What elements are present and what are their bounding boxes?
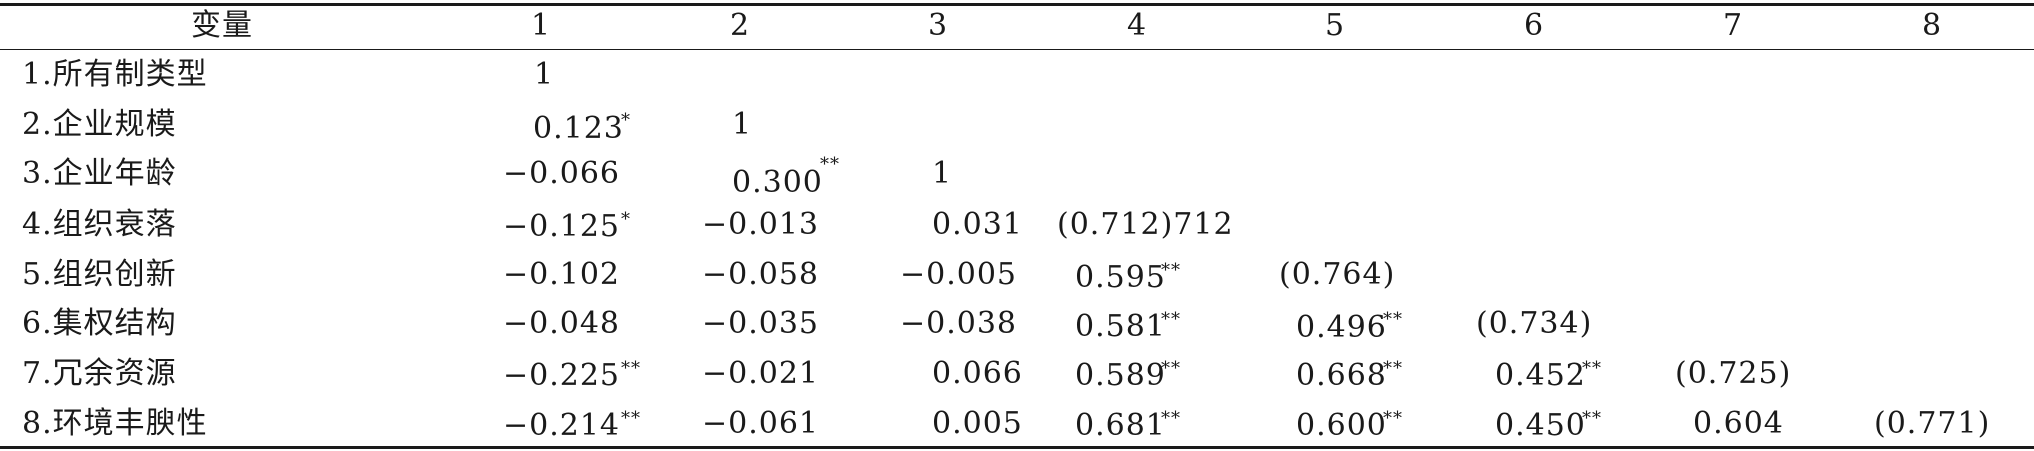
row-label-centralized-structure: 6.集权结构	[22, 306, 177, 341]
row-8-col-5-value: 0.600	[1296, 408, 1387, 443]
row-6-col-5-value: 0.496	[1296, 310, 1387, 345]
header-col-4: 4	[1126, 8, 1148, 43]
header-col-2: 2	[729, 8, 751, 43]
row-4-col-3-value: 0.031	[932, 207, 1023, 242]
row-4-col-1-value: −0.125	[503, 209, 621, 244]
row-label-slack-resources: 7.冗余资源	[22, 356, 177, 391]
row-7-col-2-value: −0.021	[702, 356, 820, 391]
row-6-col-5-significance: **	[1383, 309, 1403, 330]
row-6-col-2-value: −0.035	[702, 306, 820, 341]
row-6-col-4-value: 0.581	[1075, 309, 1166, 344]
row-8-col-2-value: −0.061	[702, 406, 820, 441]
row-label-organizational-innovation: 5.组织创新	[22, 257, 177, 292]
row-5-col-2-value: −0.058	[702, 257, 820, 292]
row-8-col-1-value: −0.214	[503, 408, 621, 443]
row-7-col-1-value: −0.225	[503, 358, 621, 393]
row-3-col-1-value: −0.066	[503, 156, 621, 191]
row-label-firm-age: 3.企业年龄	[22, 156, 177, 191]
row-7-col-5-significance: **	[1383, 358, 1403, 379]
row-2-col-1-significance: *	[621, 110, 631, 131]
row-6-col-3-value: −0.038	[900, 306, 1018, 341]
row-4-col-4-value: (0.712)712	[1057, 207, 1234, 242]
row-1-col-1-value: 1	[534, 57, 555, 92]
row-7-col-4-value: 0.589	[1075, 358, 1166, 393]
row-5-col-4-value: 0.595	[1075, 260, 1166, 295]
row-label-ownership-type: 1.所有制类型	[22, 57, 208, 92]
row-7-col-6-value: 0.452	[1495, 358, 1586, 393]
row-4-col-1-significance: *	[621, 209, 631, 230]
row-6-col-6-value: (0.734)	[1476, 306, 1593, 341]
header-rule	[0, 49, 2034, 50]
header-col-5: 5	[1324, 8, 1346, 43]
row-5-col-4-significance: **	[1161, 260, 1181, 281]
row-7-col-6-significance: **	[1582, 358, 1602, 379]
row-8-col-8-value: (0.771)	[1874, 406, 1991, 441]
row-7-col-1-significance: **	[621, 358, 641, 379]
row-label-organizational-decline: 4.组织衰落	[22, 207, 177, 242]
row-6-col-1-value: −0.048	[503, 306, 621, 341]
row-5-col-3-value: −0.005	[900, 257, 1018, 292]
row-5-col-1-value: −0.102	[503, 257, 621, 292]
row-8-col-1-significance: **	[621, 408, 641, 429]
row-7-col-5-value: 0.668	[1296, 358, 1387, 393]
row-2-col-1-value: 0.123	[533, 111, 624, 146]
top-rule	[0, 3, 2034, 6]
row-8-col-5-significance: **	[1383, 408, 1403, 429]
row-7-col-4-significance: **	[1161, 358, 1181, 379]
header-col-6: 6	[1523, 8, 1545, 43]
row-8-col-4-significance: **	[1161, 408, 1181, 429]
row-label-firm-size: 2.企业规模	[22, 107, 177, 142]
row-8-col-3-value: 0.005	[932, 406, 1023, 441]
row-8-col-4-value: 0.681	[1075, 408, 1166, 443]
header-col-7: 7	[1722, 8, 1744, 43]
row-3-col-3-value: 1	[932, 156, 953, 191]
row-4-col-2-value: −0.013	[702, 207, 820, 242]
header-col-1: 1	[530, 8, 552, 43]
row-3-col-2-significance: **	[820, 154, 840, 175]
row-label-environmental-munificence: 8.环境丰腴性	[22, 406, 208, 441]
row-8-col-6-significance: **	[1582, 408, 1602, 429]
row-8-col-6-value: 0.450	[1495, 408, 1586, 443]
row-7-col-7-value: (0.725)	[1675, 356, 1792, 391]
row-8-col-7-value: 0.604	[1693, 406, 1784, 441]
row-3-col-2-value: 0.300	[732, 165, 823, 200]
bottom-rule	[0, 446, 2034, 449]
row-5-col-5-value: (0.764)	[1279, 257, 1396, 292]
header-variable: 变量	[191, 8, 253, 43]
header-col-8: 8	[1921, 8, 1943, 43]
row-7-col-3-value: 0.066	[932, 356, 1023, 391]
row-6-col-4-significance: **	[1161, 309, 1181, 330]
row-2-col-2-value: 1	[732, 107, 753, 142]
header-col-3: 3	[927, 8, 949, 43]
